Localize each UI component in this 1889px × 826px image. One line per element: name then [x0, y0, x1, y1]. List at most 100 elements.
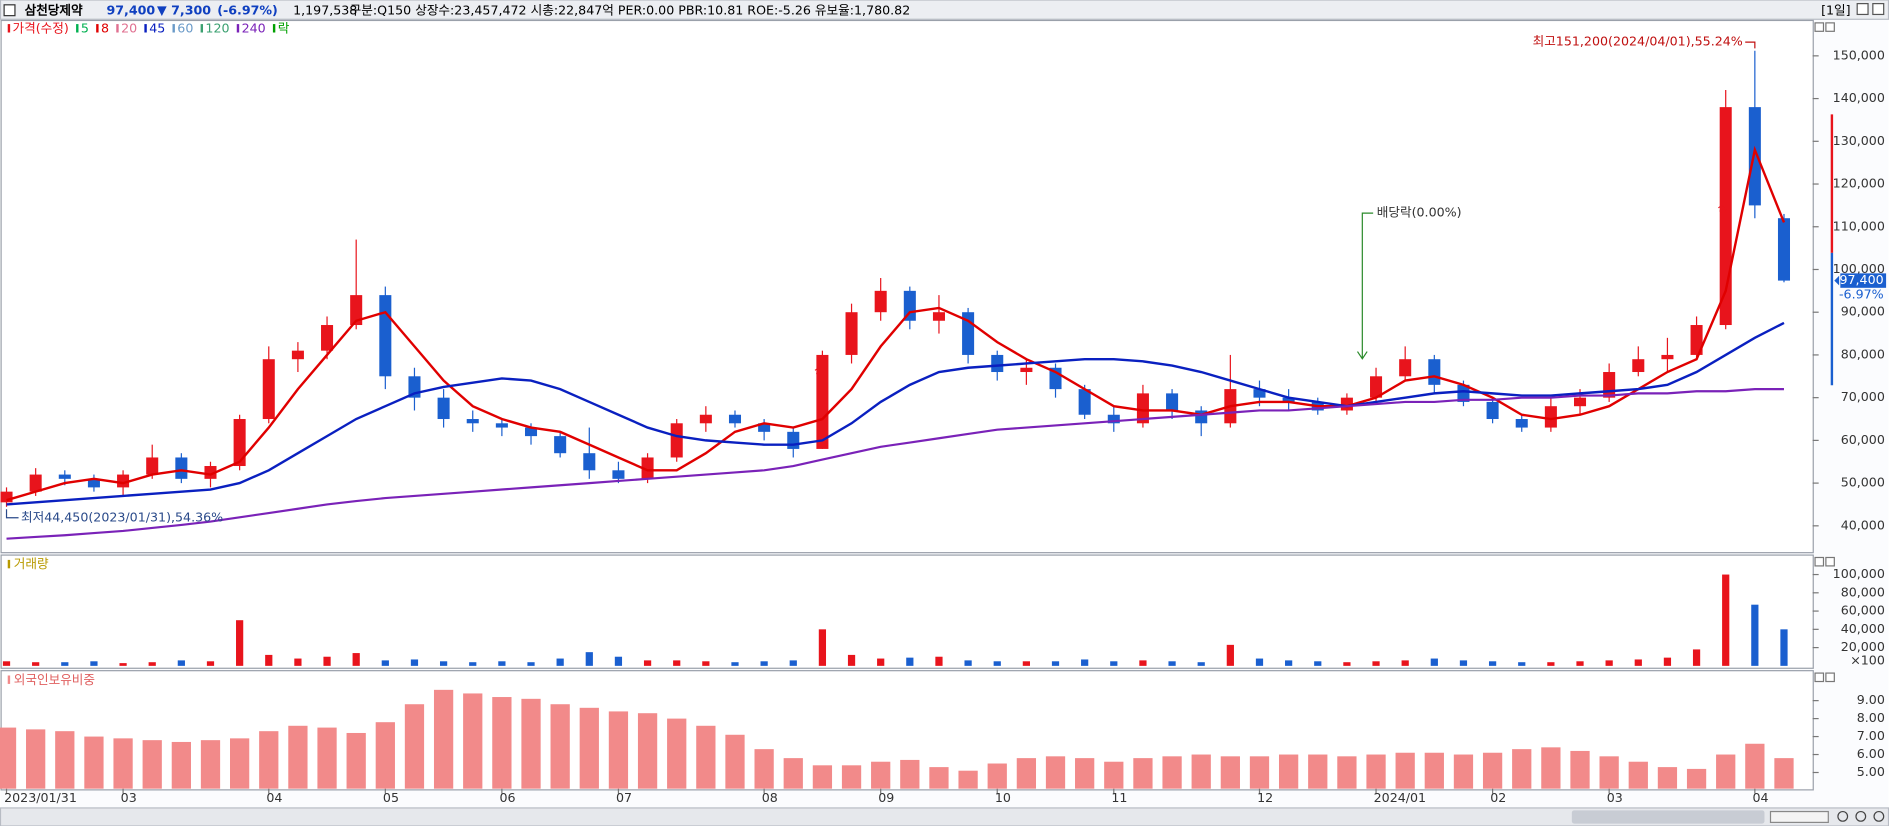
bar: [521, 698, 541, 789]
bar: [1576, 661, 1584, 666]
candle-body: [87, 478, 100, 488]
volume: 1,197,538: [293, 2, 357, 17]
bar: [1110, 661, 1118, 666]
candle-body: [1107, 414, 1120, 424]
candle-body: [612, 470, 625, 479]
y-tick-label: 110,000: [1833, 218, 1885, 233]
candle-body: [1690, 325, 1703, 355]
y-tick-label: 5.00: [1857, 764, 1885, 779]
bar: [294, 658, 302, 666]
bar: [84, 736, 104, 789]
bar: [1139, 660, 1147, 666]
candle-body: [0, 491, 13, 503]
y-tick-label: 90,000: [1841, 304, 1885, 319]
bar: [206, 661, 215, 666]
candle-body: [1399, 359, 1412, 377]
candle-body: [1544, 406, 1557, 428]
x-tick-label: 09: [878, 790, 894, 805]
candle-body: [699, 414, 712, 424]
bar: [1081, 659, 1089, 666]
scroll-thumb[interactable]: [1571, 810, 1765, 824]
bar: [1308, 754, 1328, 789]
legend-swatch: [272, 24, 276, 33]
bar: [55, 731, 75, 789]
candle-body: [1457, 384, 1470, 402]
change-pct: (-6.97%): [217, 2, 278, 17]
bar: [148, 662, 156, 666]
x-tick-label: 06: [499, 790, 515, 805]
bar: [1395, 752, 1415, 789]
candle-body: [670, 423, 683, 458]
x-tick-label: 12: [1257, 790, 1273, 805]
legend-swatch: [7, 24, 11, 33]
bar: [1220, 756, 1240, 789]
x-tick-label: 08: [762, 790, 778, 805]
unit-label: ×100: [1850, 653, 1885, 668]
bar: [1197, 662, 1205, 666]
change: ▼ 7,300: [157, 2, 211, 17]
legend-label: 락: [278, 20, 290, 35]
period[interactable]: [1일]: [1821, 2, 1851, 17]
bar: [352, 653, 360, 666]
panel-button[interactable]: [1825, 22, 1835, 32]
stock-name: 삼천당제약: [25, 2, 83, 17]
zoom-reset[interactable]: [1873, 810, 1885, 822]
legend-swatch: [116, 24, 119, 33]
bar: [1628, 761, 1648, 789]
ma-line: [6, 388, 1784, 540]
bar: [1692, 649, 1701, 666]
checkbox[interactable]: [3, 4, 16, 17]
bar: [1774, 758, 1794, 789]
bar: [1278, 754, 1299, 789]
y-tick-label: 50,000: [1841, 475, 1885, 490]
bar: [637, 713, 658, 789]
bar: [608, 711, 629, 789]
bar: [1657, 767, 1678, 789]
last-change: -6.97%: [1839, 287, 1884, 302]
panel-button[interactable]: [1814, 22, 1825, 32]
panel-button[interactable]: [1825, 672, 1835, 683]
bar: [288, 725, 308, 789]
candle-body: [1661, 354, 1674, 360]
zoom-out[interactable]: [1855, 810, 1867, 822]
zoom-in[interactable]: [1837, 810, 1849, 822]
max-button[interactable]: [1856, 3, 1869, 16]
bar: [643, 660, 652, 666]
panel-button[interactable]: [1814, 672, 1825, 683]
panel-button[interactable]: [1814, 556, 1825, 567]
bar: [463, 693, 483, 789]
y-tick-label: 140,000: [1833, 90, 1885, 105]
legend-label: 8: [101, 20, 109, 35]
legend-label: 120: [205, 20, 229, 35]
bar: [1045, 756, 1066, 789]
bar: [731, 662, 739, 666]
bar: [381, 660, 389, 666]
bar: [1016, 758, 1037, 789]
bar: [1022, 661, 1030, 666]
bar: [1745, 743, 1765, 789]
legend-swatch: [172, 24, 175, 33]
legend-swatch: [144, 24, 147, 33]
candle-body: [1136, 393, 1149, 424]
bar: [667, 718, 687, 789]
zoom-slider[interactable]: [1769, 810, 1829, 823]
bar: [113, 738, 133, 789]
bar: [556, 658, 564, 666]
bar: [929, 767, 949, 789]
close-button[interactable]: [1872, 3, 1885, 16]
bar: [935, 656, 943, 666]
bar: [200, 740, 221, 789]
bar: [958, 770, 978, 789]
candle-body: [379, 295, 392, 377]
bar: [871, 761, 891, 789]
panel-button[interactable]: [1825, 556, 1835, 567]
bar: [1255, 658, 1264, 666]
bar: [1605, 660, 1613, 666]
bar: [1191, 754, 1211, 789]
panel-swatch: [7, 559, 11, 569]
legend-swatch: [76, 24, 79, 33]
bar: [818, 629, 827, 666]
bar: [1599, 756, 1619, 789]
bar: [783, 758, 803, 789]
